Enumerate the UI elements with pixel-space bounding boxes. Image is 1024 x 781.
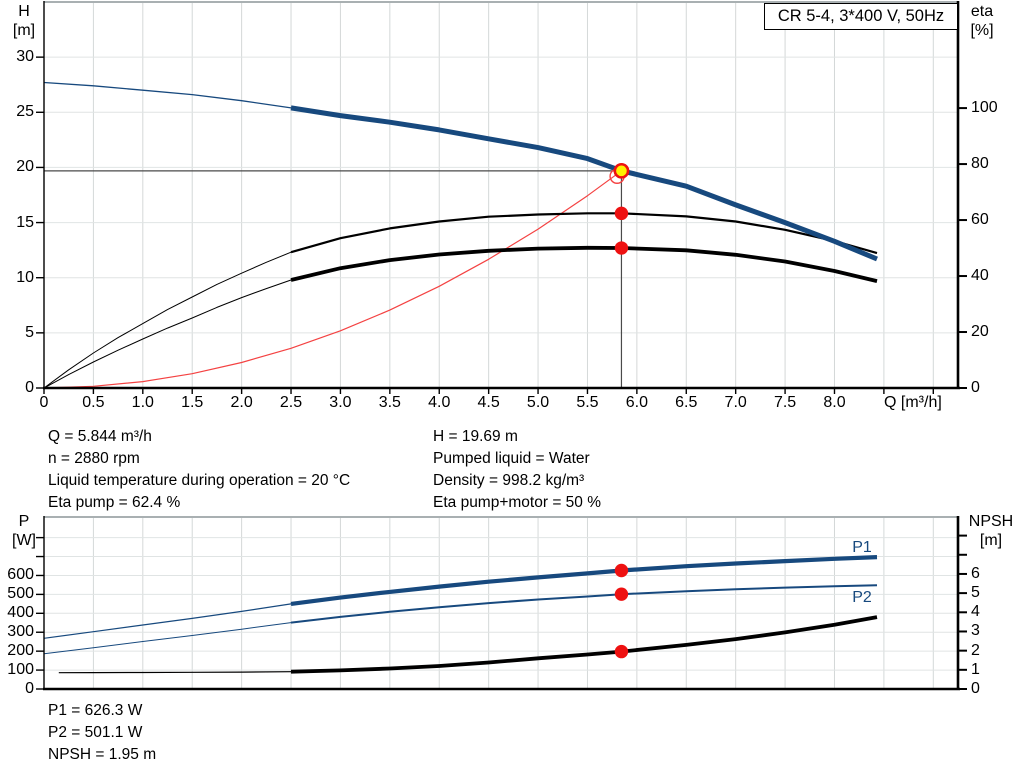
qh-curve	[290, 105, 878, 262]
annotation-speed: n = 2880 rpm	[48, 450, 140, 467]
npsh-axis-label: NPSH [m]	[968, 513, 1014, 549]
eta-pump-curve	[290, 212, 878, 255]
annotation-p1: P1 = 626.3 W	[48, 702, 143, 719]
p1-curve-label: P1	[852, 539, 872, 556]
p2-curve-label: P2	[852, 589, 872, 606]
annotation-q: Q = 5.844 m³/h	[48, 428, 152, 445]
qh-curve-thin	[43, 81, 292, 109]
eta-pump-motor-curve-thin	[43, 279, 292, 389]
eta-pump-curve-thin	[43, 251, 292, 389]
annotation-density: Density = 998.2 kg/m³	[433, 472, 585, 489]
annotation-head: H = 19.69 m	[433, 428, 518, 445]
duty-data-right: H = 19.69 m Pumped liquid = Water Densit…	[433, 428, 601, 516]
eta-axis-label: eta [%]	[970, 3, 994, 39]
h-axis-label: H [m]	[12, 3, 36, 39]
p2-curve	[290, 584, 878, 624]
p1-point	[614, 563, 629, 578]
annotation-pumped-liquid: Pumped liquid = Water	[433, 450, 590, 467]
p2-curve-thin	[43, 622, 292, 655]
annotation-eta-pump-motor: Eta pump+motor = 50 %	[433, 494, 602, 511]
eta-pump-point	[614, 206, 629, 221]
eta-pump-motor-curve	[290, 245, 878, 283]
duty-point-marker[interactable]	[613, 162, 630, 179]
q-axis-label: Q [m³/h]	[884, 394, 942, 411]
npsh-curve	[290, 615, 878, 674]
annotation-p2: P2 = 501.1 W	[48, 724, 143, 741]
annotation-eta-pump: Eta pump = 62.4 %	[48, 494, 181, 511]
annotation-liquid-temp: Liquid temperature during operation = 20…	[48, 472, 351, 489]
duty-data-left: Q = 5.844 m³/h n = 2880 rpm Liquid tempe…	[48, 428, 350, 516]
system-curve	[43, 170, 622, 389]
p1-curve-thin	[43, 603, 292, 639]
npsh-curve-thin	[58, 671, 292, 674]
npsh-point	[614, 644, 629, 659]
p-axis-label: P [W]	[12, 513, 36, 549]
p1-curve	[290, 555, 878, 606]
eta-pump-motor-point	[614, 241, 629, 255]
p2-point	[614, 587, 629, 601]
pump-type-box: CR 5-4, 3*400 V, 50Hz	[764, 3, 958, 30]
duty-data-bottom: P1 = 626.3 W P2 = 501.1 W NPSH = 1.95 m	[48, 702, 156, 768]
annotation-npsh: NPSH = 1.95 m	[48, 746, 157, 763]
